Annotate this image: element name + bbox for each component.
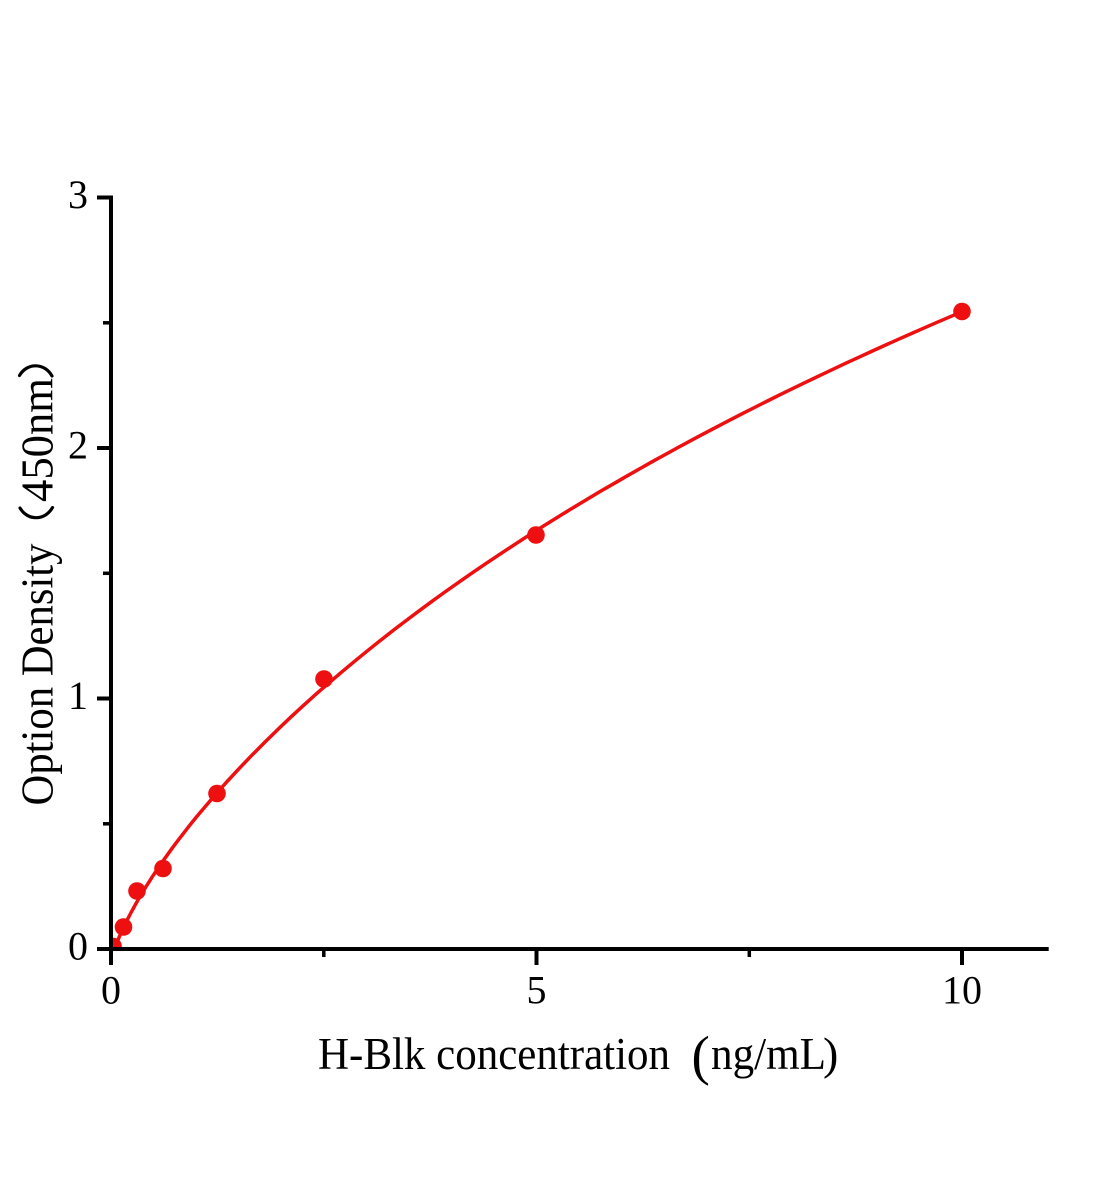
svg-text:(: ( [692, 1025, 710, 1086]
svg-text:2: 2 [68, 423, 88, 468]
svg-text:3: 3 [68, 172, 88, 217]
svg-text:): ) [823, 1028, 838, 1079]
svg-text:450nm: 450nm [13, 378, 63, 502]
svg-text:5: 5 [527, 968, 547, 1013]
svg-text:0: 0 [68, 924, 88, 969]
svg-text:0: 0 [101, 968, 121, 1013]
svg-text:ng/mL: ng/mL [711, 1029, 826, 1079]
svg-text:10: 10 [942, 968, 982, 1013]
svg-text:Option Density: Option Density [13, 543, 63, 805]
svg-text:H-Blk concentration: H-Blk concentration [318, 1029, 670, 1079]
svg-text:1: 1 [68, 673, 88, 718]
